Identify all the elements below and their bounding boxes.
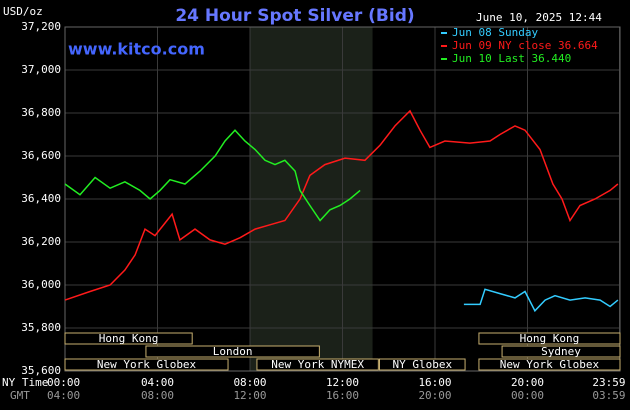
session-bar: [501, 345, 621, 358]
x-tick-label: 08:00: [233, 376, 266, 389]
site-label: www.kitco.com: [68, 40, 205, 59]
series-line: [64, 109, 619, 301]
session-bar: [256, 358, 379, 371]
session-bar: [145, 345, 320, 358]
x-tick-label: 12:00: [326, 376, 359, 389]
x2-tick-label: 20:00: [418, 389, 451, 402]
y-tick-label: 36,200: [21, 235, 61, 248]
session-bar: [478, 332, 621, 345]
y-tick-label: 36,600: [21, 149, 61, 162]
x-label: NY Time: [2, 376, 48, 389]
session-label: Hong Kong: [520, 332, 580, 345]
x2-label: GMT: [10, 389, 30, 402]
x-tick-label: 23:59: [592, 376, 625, 389]
session-label: New York Globex: [97, 358, 197, 371]
session-bar: [64, 332, 193, 345]
legend-label: Jun 10 Last 36.440: [452, 52, 571, 65]
x-tick-label: 00:00: [47, 376, 80, 389]
y-tick-label: 36,800: [21, 106, 61, 119]
y-tick-label: 36,400: [21, 192, 61, 205]
session-label: London: [213, 345, 253, 358]
x2-tick-label: 00:00: [511, 389, 544, 402]
y-tick-label: 36,000: [21, 278, 61, 291]
session-label: New York NYMEX: [271, 358, 364, 371]
y-tick-label: 35,600: [21, 364, 61, 377]
x-tick-label: 20:00: [511, 376, 544, 389]
session-label: Hong Kong: [99, 332, 159, 345]
legend-label: Jun 09 NY close 36.664: [452, 39, 598, 52]
timestamp: June 10, 2025 12:44: [476, 11, 602, 24]
session-label: Sydney: [541, 345, 581, 358]
y-tick-label: 37,000: [21, 63, 61, 76]
series-line: [64, 129, 361, 222]
x-tick-label: 16:00: [418, 376, 451, 389]
series-line: [463, 288, 619, 313]
x2-tick-label: 16:00: [326, 389, 359, 402]
chart-title: 24 Hour Spot Silver (Bid): [175, 6, 414, 26]
session-bar: [379, 358, 466, 371]
session-bar: [478, 358, 621, 371]
plot-area: [64, 26, 621, 372]
legend-label: Jun 08 Sunday: [452, 26, 538, 39]
x2-tick-label: 12:00: [233, 389, 266, 402]
y-tick-label: 35,800: [21, 321, 61, 334]
x2-tick-label: 08:00: [141, 389, 174, 402]
x-tick-label: 04:00: [141, 376, 174, 389]
x2-tick-label: 03:59: [592, 389, 625, 402]
session-label: New York Globex: [500, 358, 600, 371]
session-label: NY Globex: [392, 358, 452, 371]
plot-frame: [64, 26, 621, 372]
y-tick-label: 37,200: [21, 20, 61, 33]
y-unit: USD/oz: [3, 5, 43, 18]
session-bar: [64, 358, 229, 371]
x2-tick-label: 04:00: [47, 389, 80, 402]
